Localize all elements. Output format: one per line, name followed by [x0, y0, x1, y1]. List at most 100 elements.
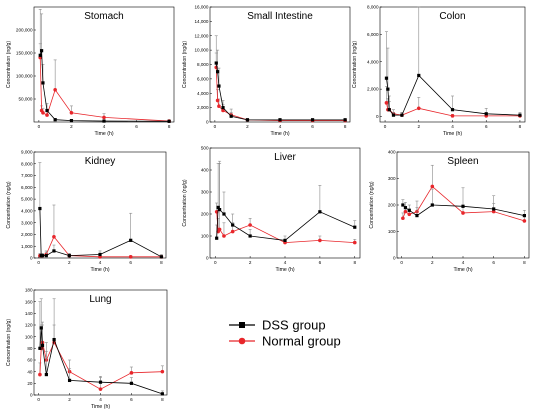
y-tick-label: 4,000 — [21, 208, 33, 213]
y-tick-label: 8,000 — [21, 161, 33, 166]
x-axis-label: Time (h) — [270, 131, 289, 137]
y-tick-label: 14,000 — [194, 19, 208, 24]
data-point — [403, 209, 408, 214]
data-point — [491, 209, 496, 214]
y-axis-label: Concentration (ng/g) — [6, 181, 12, 229]
y-tick-label: 6,000 — [197, 76, 209, 81]
x-tick-label: 6 — [492, 260, 495, 265]
data-point — [248, 223, 252, 227]
x-tick-label: 4 — [103, 124, 106, 129]
y-tick-label: 7,000 — [21, 173, 33, 178]
y-tick-label: 10,000 — [194, 48, 208, 53]
x-tick-label: 0 — [38, 124, 41, 129]
y-tick-label: 0 — [30, 256, 33, 261]
data-point — [38, 206, 42, 211]
y-tick-label: 5,000 — [21, 197, 33, 202]
data-point — [69, 119, 74, 123]
y-tick-label: 400 — [388, 150, 396, 155]
y-tick-label: 200 — [388, 203, 396, 208]
data-point — [221, 106, 225, 110]
y-tick-label: 300 — [201, 190, 209, 195]
data-point — [231, 223, 235, 227]
x-tick-label: 2 — [417, 124, 420, 129]
data-point — [52, 249, 56, 253]
panel-spleen: Spleen 0 2 4 6 8 0 100 200 300 400 Time (h) Concentr… — [369, 150, 530, 273]
data-point — [52, 337, 56, 342]
series-line — [216, 211, 355, 244]
y-tick-label: 0 — [206, 120, 209, 125]
data-point — [53, 88, 57, 92]
data-point — [129, 381, 134, 385]
legend-marker — [238, 337, 246, 345]
data-point — [45, 113, 49, 117]
data-point — [45, 108, 49, 113]
y-tick-label: 120 — [25, 323, 33, 328]
data-point — [522, 214, 526, 218]
data-point — [352, 240, 357, 245]
series-normal — [38, 204, 164, 259]
data-point — [215, 98, 220, 103]
x-tick-label: 2 — [249, 260, 252, 265]
y-axis-label: Concentration (ng/g) — [6, 41, 12, 89]
y-tick-label: 4,000 — [367, 59, 379, 64]
x-tick-label: 8 — [161, 397, 164, 402]
x-tick-label: 8 — [523, 260, 526, 265]
x-tick-label: 8 — [519, 124, 522, 129]
y-tick-label: 2,000 — [21, 232, 33, 237]
data-point — [353, 225, 357, 229]
y-tick-label: 80 — [27, 346, 33, 351]
series-line — [216, 206, 355, 241]
y-tick-label: 4,000 — [197, 91, 209, 96]
x-tick-label: 4 — [451, 124, 454, 129]
data-point — [167, 119, 171, 123]
data-point — [40, 343, 45, 348]
data-point — [41, 81, 45, 85]
data-point — [450, 114, 455, 118]
chart-title: Spleen — [447, 156, 478, 167]
x-tick-label: 6 — [311, 124, 314, 129]
data-point — [128, 255, 133, 259]
y-tick-label: 100,000 — [16, 74, 33, 79]
data-point — [215, 236, 219, 240]
x-tick-label: 6 — [129, 260, 132, 265]
x-tick-label: 0 — [37, 260, 40, 265]
x-tick-label: 8 — [160, 260, 163, 265]
data-point — [102, 115, 106, 120]
y-tick-label: 150,000 — [16, 51, 33, 56]
x-tick-label: 8 — [168, 124, 171, 129]
y-tick-label: 200,000 — [16, 28, 33, 33]
x-axis-label: Time (h) — [90, 267, 109, 273]
series-line — [39, 208, 162, 258]
data-point — [248, 234, 252, 238]
y-tick-label: 300 — [388, 176, 396, 181]
x-tick-label: 2 — [431, 260, 434, 265]
data-point — [160, 369, 165, 374]
data-point — [318, 238, 322, 243]
data-point — [384, 76, 389, 80]
data-point — [461, 211, 465, 215]
data-point — [401, 216, 405, 221]
data-point — [222, 234, 226, 238]
y-tick-label: 200 — [201, 212, 209, 217]
data-point — [217, 208, 222, 212]
data-point — [44, 372, 48, 377]
data-point — [217, 84, 221, 88]
data-point — [492, 207, 496, 211]
series-normal — [38, 43, 171, 123]
y-tick-label: 160 — [25, 299, 33, 304]
data-point — [229, 114, 233, 118]
data-point — [417, 73, 421, 78]
data-point — [230, 229, 235, 234]
data-point — [40, 254, 45, 258]
series-line — [39, 50, 170, 122]
data-point — [401, 203, 405, 207]
series-dss — [401, 187, 526, 218]
series-line — [39, 57, 170, 122]
x-axis-label: Time (h) — [91, 404, 110, 410]
data-point — [450, 108, 455, 112]
y-tick-label: 1,000 — [21, 244, 33, 249]
x-tick-label: 2 — [68, 260, 71, 265]
plot-frame — [209, 6, 351, 123]
data-point — [484, 112, 488, 116]
y-tick-label: 0 — [393, 256, 396, 261]
